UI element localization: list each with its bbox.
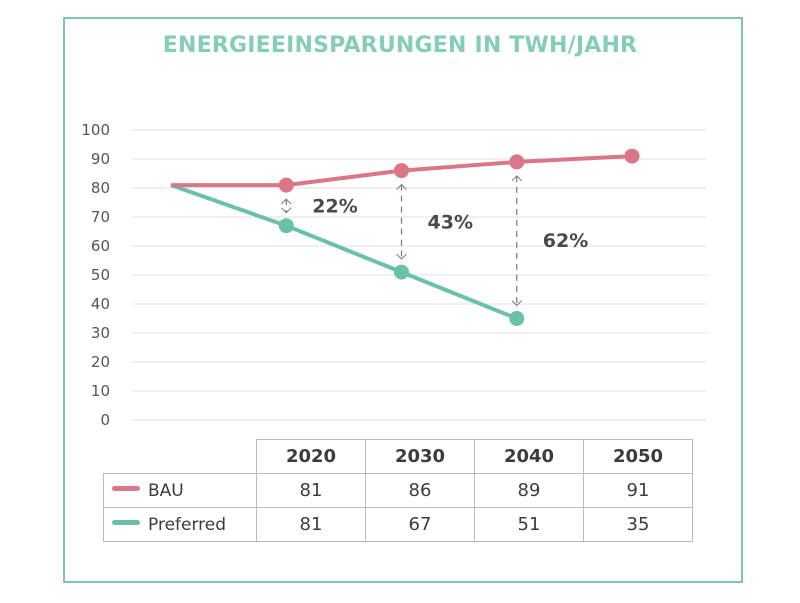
table-header-cell: 2030 bbox=[365, 439, 475, 474]
preferred-line bbox=[170, 183, 518, 321]
bau-point bbox=[509, 154, 525, 170]
table-cell: 91 bbox=[583, 473, 693, 508]
y-tick-label: 40 bbox=[91, 295, 110, 313]
table-cell: 51 bbox=[474, 507, 584, 542]
y-tick-label: 60 bbox=[91, 237, 110, 255]
table-cell: 67 bbox=[365, 507, 475, 542]
grid-lines bbox=[132, 129, 707, 421]
y-tick-label: 50 bbox=[91, 266, 110, 284]
y-tick-label: 80 bbox=[91, 179, 110, 197]
percent-labels: 22% 43% 62% bbox=[312, 195, 588, 252]
y-tick-label: 20 bbox=[91, 353, 110, 371]
percent-label: 62% bbox=[543, 230, 588, 252]
chart-frame bbox=[63, 17, 743, 583]
table-cell: 35 bbox=[583, 507, 693, 542]
table-corner bbox=[104, 440, 257, 474]
table-row-bau: BAU 81 86 89 91 bbox=[103, 473, 693, 508]
bau-point bbox=[278, 177, 294, 193]
table-cell: 81 bbox=[256, 507, 366, 542]
table-header-cell: 2050 bbox=[583, 439, 693, 474]
y-tick-label: 100 bbox=[81, 121, 110, 139]
y-tick-label: 10 bbox=[91, 382, 110, 400]
table-cell: 81 bbox=[256, 473, 366, 508]
y-tick-label: 0 bbox=[100, 411, 110, 429]
table-header-cell: 2040 bbox=[474, 439, 584, 474]
y-tick-label: 90 bbox=[91, 150, 110, 168]
percent-label: 22% bbox=[312, 195, 357, 217]
percent-label: 43% bbox=[428, 211, 473, 233]
table-header-cell: 2020 bbox=[256, 439, 366, 474]
preferred-point bbox=[278, 218, 294, 234]
y-tick-label: 30 bbox=[91, 324, 110, 342]
table-cell: 86 bbox=[365, 473, 475, 508]
bau-point bbox=[394, 163, 409, 179]
series-points bbox=[278, 148, 640, 326]
legend-bau-label: BAU bbox=[148, 480, 184, 501]
preferred-point bbox=[394, 264, 409, 280]
bau-point bbox=[624, 148, 640, 164]
table-row-preferred: Preferred 81 67 51 35 bbox=[103, 507, 693, 542]
preferred-point bbox=[509, 311, 525, 326]
chart-title: ENERGIEEINSPARUNGEN IN TWH/JAHR bbox=[162, 33, 638, 58]
legend-preferred-label: Preferred bbox=[148, 514, 227, 535]
preferred-swatch bbox=[112, 520, 140, 525]
bau-swatch bbox=[112, 486, 140, 491]
table-cell: 89 bbox=[474, 473, 584, 508]
legend-bau: BAU bbox=[103, 473, 257, 508]
legend-preferred: Preferred bbox=[103, 507, 257, 542]
y-tick-label: 70 bbox=[91, 208, 110, 226]
gap-arrows bbox=[286, 176, 517, 306]
table-header-row: 2020 2030 2040 2050 bbox=[104, 439, 693, 474]
data-table: 2020 2030 2040 2050 BAU 81 86 89 91 Pref… bbox=[103, 439, 693, 542]
